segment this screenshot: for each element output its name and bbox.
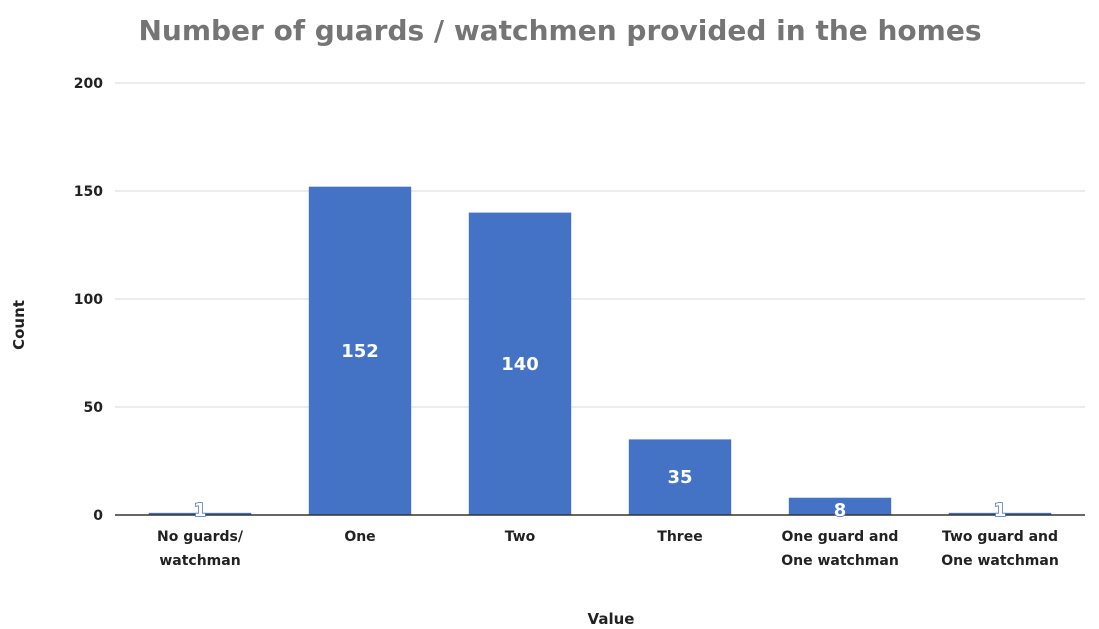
x-tick-label: Three bbox=[657, 529, 702, 545]
x-tick-label: No guards/ bbox=[157, 529, 244, 545]
y-axis-ticks: 0 50 100 150 200 bbox=[74, 76, 103, 524]
y-tick-label: 0 bbox=[93, 508, 103, 524]
data-labels: 1 152 140 35 8 1 bbox=[193, 341, 1007, 522]
bar bbox=[468, 212, 572, 515]
data-label: 140 bbox=[501, 354, 539, 375]
x-tick-label: One guard and bbox=[782, 529, 899, 545]
y-axis-title: Count bbox=[10, 300, 28, 350]
x-tick-label: Two guard and bbox=[942, 529, 1058, 545]
y-tick-label: 50 bbox=[84, 400, 104, 416]
data-label: 1 bbox=[994, 500, 1007, 521]
y-tick-label: 100 bbox=[74, 292, 103, 308]
bar bbox=[788, 497, 892, 515]
x-tick-label: One bbox=[344, 529, 375, 545]
data-label: 8 bbox=[834, 500, 847, 521]
x-tick-label: One watchman bbox=[941, 553, 1059, 569]
chart-title: Number of guards / watchmen provided in … bbox=[138, 14, 981, 47]
y-tick-label: 200 bbox=[74, 76, 103, 92]
data-label: 35 bbox=[667, 467, 692, 488]
gridlines bbox=[115, 82, 1085, 408]
bar bbox=[308, 186, 412, 515]
data-label: 1 bbox=[194, 500, 207, 521]
x-tick-label: watchman bbox=[159, 553, 240, 569]
y-tick-label: 150 bbox=[74, 184, 103, 200]
bar bbox=[148, 512, 252, 515]
x-axis-title: Value bbox=[588, 610, 635, 628]
bars bbox=[148, 186, 1052, 515]
bar bbox=[628, 439, 732, 515]
data-label: 152 bbox=[341, 341, 379, 362]
bar bbox=[948, 512, 1052, 515]
x-tick-label: One watchman bbox=[781, 553, 899, 569]
x-axis-ticks: No guards/watchman One Two Three One guard a… bbox=[157, 529, 1059, 569]
x-tick-label: Two bbox=[505, 529, 536, 545]
